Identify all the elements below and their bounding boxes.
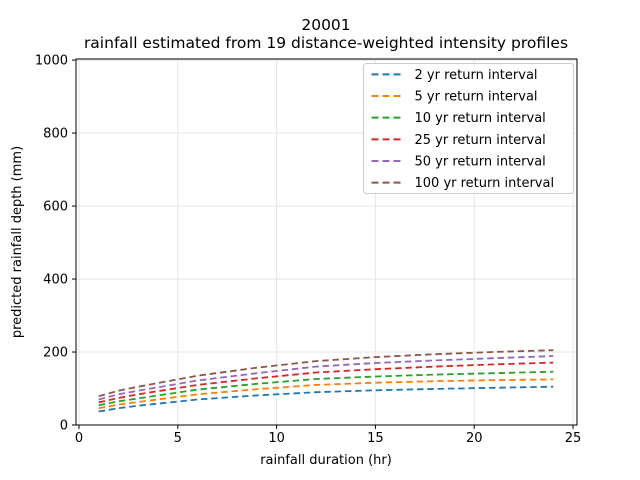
legend-label: 5 yr return interval — [415, 90, 538, 105]
series-line-2yr — [98, 385, 554, 413]
legend-label: 100 yr return interval — [415, 176, 555, 191]
y-tick-label: 600 — [43, 200, 68, 215]
x-tick-label: 10 — [268, 431, 285, 446]
series-line-50yr — [98, 355, 554, 401]
series-line-10yr — [98, 370, 554, 407]
plot-border — [75, 58, 578, 426]
x-tick-label: 20 — [466, 431, 483, 446]
series-line-25yr — [98, 361, 554, 404]
y-axis-label: predicted rainfall depth (mm) — [10, 146, 25, 338]
legend-label: 25 yr return interval — [415, 133, 546, 148]
x-axis-label: rainfall duration (hr) — [260, 453, 392, 468]
y-tick-label: 400 — [43, 273, 68, 288]
y-tick-label: 0 — [60, 419, 68, 434]
legend-label: 2 yr return interval — [415, 68, 538, 83]
y-tick-label: 800 — [43, 127, 68, 142]
series-line-100yr — [98, 349, 554, 398]
legend-box — [363, 63, 574, 194]
series-line-5yr — [98, 378, 554, 410]
x-tick-label: 0 — [75, 431, 83, 446]
chart-title: 20001 — [301, 16, 350, 34]
legend-label: 10 yr return interval — [415, 111, 546, 126]
x-tick-label: 25 — [565, 431, 582, 446]
y-tick-label: 1000 — [35, 54, 68, 69]
x-tick-label: 15 — [367, 431, 384, 446]
chart-subtitle: rainfall estimated from 19 distance-weig… — [84, 34, 568, 52]
x-tick-label: 5 — [174, 431, 182, 446]
legend-label: 50 yr return interval — [415, 155, 546, 170]
y-tick-label: 200 — [43, 346, 68, 361]
